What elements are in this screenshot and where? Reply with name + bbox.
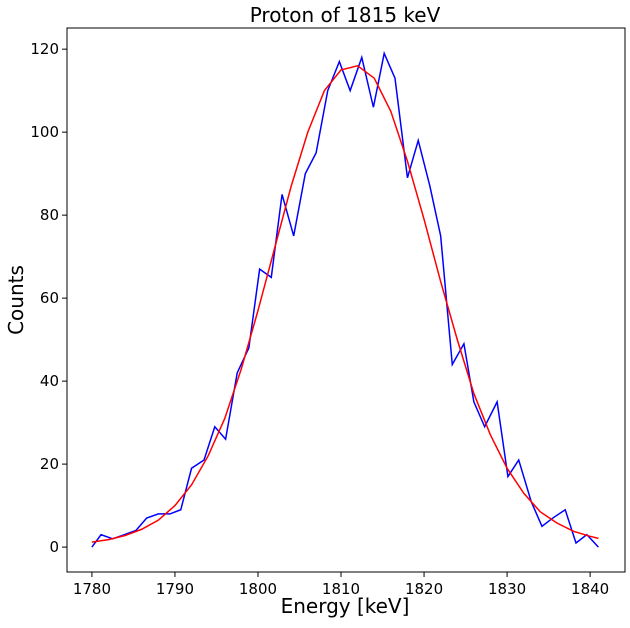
y-axis-label: Counts [4,265,28,335]
y-tick-label: 60 [40,289,59,307]
x-axis-label: Energy [keV] [281,594,410,618]
y-tick-label: 0 [49,538,59,556]
y-tick-label: 120 [30,40,59,58]
y-tick-label: 40 [40,372,59,390]
data-line [91,50,599,548]
x-tick-label: 1800 [239,580,277,598]
x-tick-label: 1830 [488,580,526,598]
x-tick-label: 1840 [571,580,609,598]
x-tick-label: 1790 [156,580,194,598]
x-tick-label: 1780 [73,580,111,598]
x-tick-label: 1810 [322,580,360,598]
data-line [91,64,599,543]
y-tick-label: 20 [40,455,59,473]
chart-title: Proton of 1815 keV [250,3,441,27]
x-tick-label: 1820 [405,580,443,598]
y-tick-label: 80 [40,206,59,224]
y-tick-label: 100 [30,123,59,141]
plot-frame [66,27,626,573]
